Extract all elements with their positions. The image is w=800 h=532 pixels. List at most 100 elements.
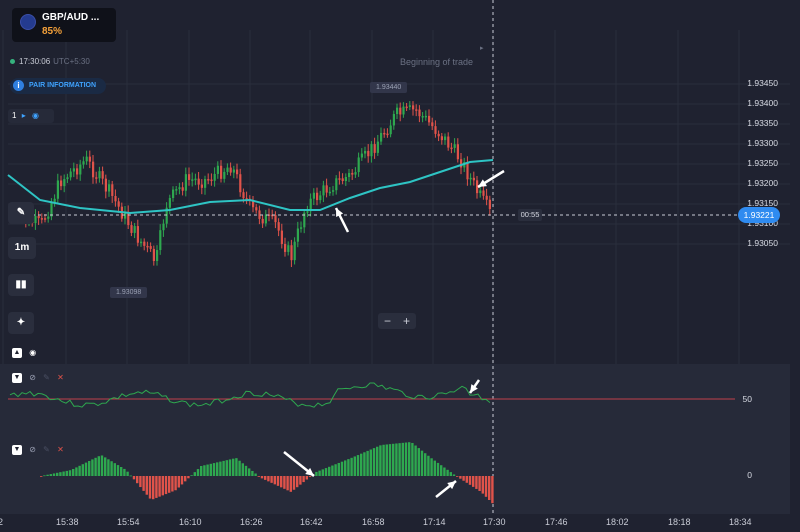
hide-icon[interactable]: ⊘ bbox=[29, 445, 36, 455]
histogram-bar bbox=[475, 476, 478, 489]
candle-body bbox=[200, 184, 203, 188]
indicator2-level: 0 bbox=[747, 470, 752, 480]
clock-time: 17:30:06 bbox=[19, 57, 51, 66]
histogram-bar bbox=[142, 476, 145, 491]
histogram-bar bbox=[308, 476, 312, 477]
histogram-bar bbox=[481, 476, 484, 494]
zoom-in-button[interactable]: + bbox=[403, 314, 411, 328]
indicators-button[interactable]: ✦ bbox=[8, 312, 34, 334]
candle-body bbox=[472, 177, 475, 181]
histogram-bar bbox=[91, 459, 94, 476]
candle-body bbox=[44, 218, 47, 220]
histogram-bar bbox=[46, 474, 49, 476]
asset-name: GBP/AUD ... bbox=[42, 12, 100, 23]
candle-body bbox=[124, 211, 127, 219]
time-axis-label: 16:10 bbox=[179, 517, 202, 527]
histogram-bar bbox=[49, 474, 52, 476]
histogram-bar bbox=[97, 456, 100, 476]
histogram-bar bbox=[164, 476, 168, 495]
current-price-badge: 1.93221 bbox=[738, 207, 780, 223]
candle-body bbox=[162, 223, 165, 231]
candle-body bbox=[98, 171, 101, 179]
expand-icon[interactable]: ▼ bbox=[12, 445, 22, 455]
histogram-bar bbox=[43, 475, 46, 477]
countdown-timer: 00:55 bbox=[518, 209, 542, 221]
candle-body bbox=[184, 174, 187, 191]
candle-body bbox=[223, 171, 226, 179]
settings-icon[interactable]: ✎ bbox=[43, 445, 50, 455]
candle-body bbox=[181, 187, 184, 191]
candle-body bbox=[348, 172, 351, 178]
histogram-bar bbox=[110, 461, 113, 476]
time-axis-label: 17:46 bbox=[545, 517, 568, 527]
pair-information-label: PAIR INFORMATION bbox=[29, 82, 97, 89]
candle-body bbox=[229, 167, 232, 173]
candle-body bbox=[194, 178, 197, 181]
histogram-bar bbox=[491, 476, 494, 504]
histogram-bar bbox=[248, 468, 251, 476]
pair-information-button[interactable]: i PAIR INFORMATION bbox=[10, 78, 106, 94]
histogram-bar bbox=[414, 445, 417, 476]
expand-icon[interactable]: ▼ bbox=[12, 373, 22, 383]
candle-body bbox=[312, 192, 315, 199]
histogram-bar bbox=[238, 460, 241, 476]
candle-body bbox=[34, 215, 37, 224]
histogram-bar bbox=[78, 465, 81, 476]
time-axis-label: 16:58 bbox=[362, 517, 385, 527]
histogram-bar bbox=[315, 471, 318, 476]
histogram-bar bbox=[305, 476, 308, 480]
zoom-out-button[interactable]: − bbox=[384, 314, 392, 328]
candle-body bbox=[40, 218, 43, 220]
draw-tool-button[interactable]: ✎ bbox=[8, 202, 34, 224]
histogram-bar bbox=[225, 460, 228, 476]
histogram-bar bbox=[88, 461, 91, 476]
info-icon: i bbox=[13, 79, 24, 91]
candle-body bbox=[444, 136, 447, 141]
histogram-bar bbox=[190, 475, 193, 477]
asset-selector[interactable]: GBP/AUD ... 85% bbox=[12, 8, 116, 42]
histogram-bar bbox=[81, 464, 84, 476]
candle-body bbox=[392, 114, 395, 126]
chart-type-button[interactable]: ▮▮ bbox=[8, 274, 34, 296]
hide-icon[interactable]: ⊘ bbox=[29, 373, 36, 383]
histogram-bar bbox=[299, 476, 302, 485]
histogram-bar bbox=[184, 476, 187, 482]
settings-icon[interactable]: ✎ bbox=[43, 373, 50, 383]
close-icon[interactable]: ✕ bbox=[57, 445, 64, 455]
price-axis-label: 1.93100 bbox=[747, 218, 778, 228]
close-icon[interactable]: ✕ bbox=[57, 373, 64, 383]
time-axis-label: 22 bbox=[0, 517, 4, 527]
histogram-bar bbox=[270, 476, 273, 483]
candle-body bbox=[63, 179, 66, 187]
histogram-bar bbox=[395, 443, 398, 476]
histogram-bar bbox=[398, 443, 401, 476]
candle-body bbox=[322, 185, 325, 196]
histogram-bar bbox=[136, 476, 139, 484]
satellite-icon: ✦ bbox=[16, 317, 26, 328]
candle-body bbox=[399, 107, 402, 115]
candle-body bbox=[284, 243, 287, 252]
candle-body bbox=[338, 178, 341, 180]
histogram-bar bbox=[75, 467, 78, 476]
candle-body bbox=[252, 200, 255, 208]
histogram-bar bbox=[289, 476, 292, 492]
histogram-bar bbox=[372, 448, 376, 476]
status-dot-icon bbox=[10, 59, 15, 64]
histogram-bar bbox=[302, 476, 305, 483]
collapse-icon[interactable]: ▲ bbox=[12, 348, 22, 358]
candle-body bbox=[360, 153, 363, 158]
histogram-bar bbox=[132, 476, 136, 480]
candle-body bbox=[168, 198, 171, 208]
time-axis-label: 18:02 bbox=[606, 517, 629, 527]
timeframe-button[interactable]: 1m bbox=[8, 237, 36, 259]
histogram-series bbox=[40, 442, 494, 504]
eye-icon[interactable]: ◉ bbox=[29, 348, 37, 358]
histogram-bar bbox=[424, 453, 427, 476]
interval-selector[interactable]: 1 ▸ ◉ bbox=[8, 109, 54, 123]
histogram-bar bbox=[276, 476, 280, 486]
candle-body bbox=[165, 207, 168, 224]
eye-icon[interactable]: ◉ bbox=[31, 111, 39, 120]
candle-body bbox=[482, 190, 485, 196]
indicator1-toolbar: ▼ ⊘ ✎ ✕ bbox=[12, 373, 64, 383]
